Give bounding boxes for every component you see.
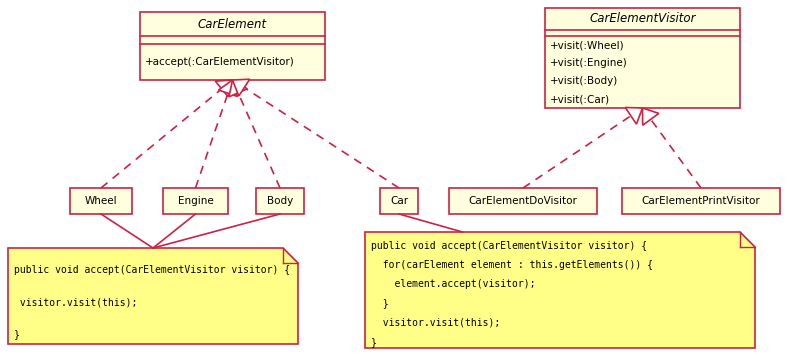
Text: public void accept(CarElementVisitor visitor) {: public void accept(CarElementVisitor vis…	[14, 266, 290, 275]
Text: CarElementVisitor: CarElementVisitor	[589, 12, 696, 25]
Bar	[70, 188, 132, 214]
Text: visitor.visit(this);: visitor.visit(this);	[14, 297, 137, 307]
Polygon shape	[8, 248, 298, 344]
Bar	[163, 188, 228, 214]
Text: +visit(:Body): +visit(:Body)	[550, 76, 619, 86]
Polygon shape	[365, 232, 755, 348]
Text: public void accept(CarElementVisitor visitor) {: public void accept(CarElementVisitor vis…	[371, 240, 647, 251]
Text: +visit(:Engine): +visit(:Engine)	[550, 58, 628, 68]
Polygon shape	[215, 80, 232, 97]
Bar	[449, 188, 597, 214]
Text: +visit(:Car): +visit(:Car)	[550, 94, 610, 104]
Text: CarElementDoVisitor: CarElementDoVisitor	[469, 196, 578, 206]
Bar	[140, 12, 325, 80]
Text: Engine: Engine	[177, 196, 214, 206]
Bar	[622, 188, 780, 214]
Text: for(carElement element : this.getElements()) {: for(carElement element : this.getElement…	[371, 260, 653, 270]
Polygon shape	[229, 80, 247, 97]
Text: }: }	[371, 298, 388, 309]
Text: Body: Body	[267, 196, 293, 206]
Bar	[545, 8, 740, 108]
Polygon shape	[626, 108, 642, 124]
Bar	[380, 188, 418, 214]
Polygon shape	[642, 108, 659, 125]
Text: element.accept(visitor);: element.accept(visitor);	[371, 279, 536, 289]
Polygon shape	[218, 80, 237, 97]
Text: Car: Car	[390, 196, 408, 206]
Text: visitor.visit(this);: visitor.visit(this);	[371, 318, 500, 328]
Text: }: }	[371, 337, 377, 347]
Bar	[256, 188, 304, 214]
Text: Wheel: Wheel	[84, 196, 117, 206]
Text: +visit(:Wheel): +visit(:Wheel)	[550, 40, 625, 50]
Text: CarElement: CarElement	[198, 17, 267, 30]
Text: }: }	[14, 330, 20, 339]
Polygon shape	[232, 79, 250, 96]
Text: CarElementPrintVisitor: CarElementPrintVisitor	[641, 196, 760, 206]
Text: +accept(:CarElementVisitor): +accept(:CarElementVisitor)	[145, 57, 295, 67]
